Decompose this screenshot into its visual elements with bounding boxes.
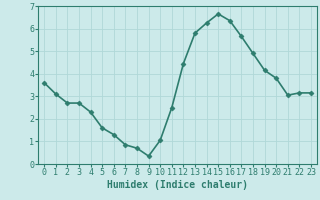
X-axis label: Humidex (Indice chaleur): Humidex (Indice chaleur): [107, 180, 248, 190]
